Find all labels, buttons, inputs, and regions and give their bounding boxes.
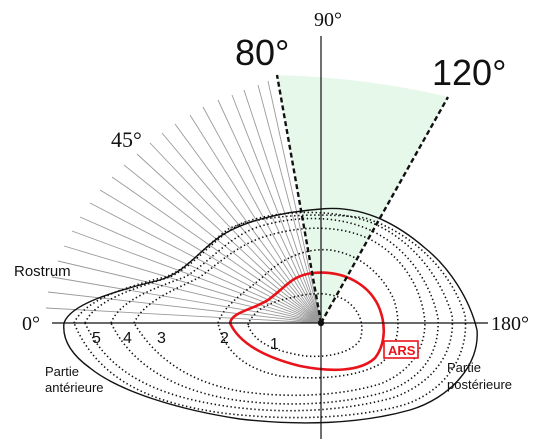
radial-fan-lines <box>45 80 322 324</box>
growth-ring-contours <box>73 211 467 419</box>
posterior-label-line1: Partie <box>447 360 481 375</box>
label-90-deg: 90° <box>314 9 342 31</box>
label-45-deg: 45° <box>111 127 142 152</box>
ring-number-1: 1 <box>270 336 279 353</box>
growth-ring-contour-1 <box>247 292 363 358</box>
ring-number-3: 3 <box>157 330 166 347</box>
otolith-outline <box>63 207 478 424</box>
label-120-deg: 120° <box>432 52 506 93</box>
posterior-label-line2: postérieure <box>447 377 512 392</box>
label-0-deg: 0° <box>22 313 40 335</box>
growth-ring-contour-6 <box>73 214 467 419</box>
label-180-deg: 180° <box>491 313 529 335</box>
angle-line-120 <box>319 96 450 324</box>
growth-ring-contour-4 <box>110 217 439 405</box>
ring-number-2: 2 <box>220 330 229 347</box>
anterior-label-line1: Partie <box>45 364 79 379</box>
label-80-deg: 80° <box>235 32 289 73</box>
ring-number-4: 4 <box>123 330 132 347</box>
ars-badge-label: ARS <box>388 343 416 358</box>
measurement-sector <box>277 75 448 323</box>
growth-ring-contour-3 <box>133 227 426 397</box>
rostrum-label: Rostrum <box>14 263 71 280</box>
center-point <box>317 319 325 327</box>
angle-line-80 <box>275 74 323 324</box>
ars-badge-box <box>383 340 419 359</box>
ring-number-5: 5 <box>92 330 101 347</box>
growth-ring-contour-2 <box>217 248 399 379</box>
anterior-label-line2: antérieure <box>45 380 104 395</box>
ars-contour <box>228 271 385 372</box>
